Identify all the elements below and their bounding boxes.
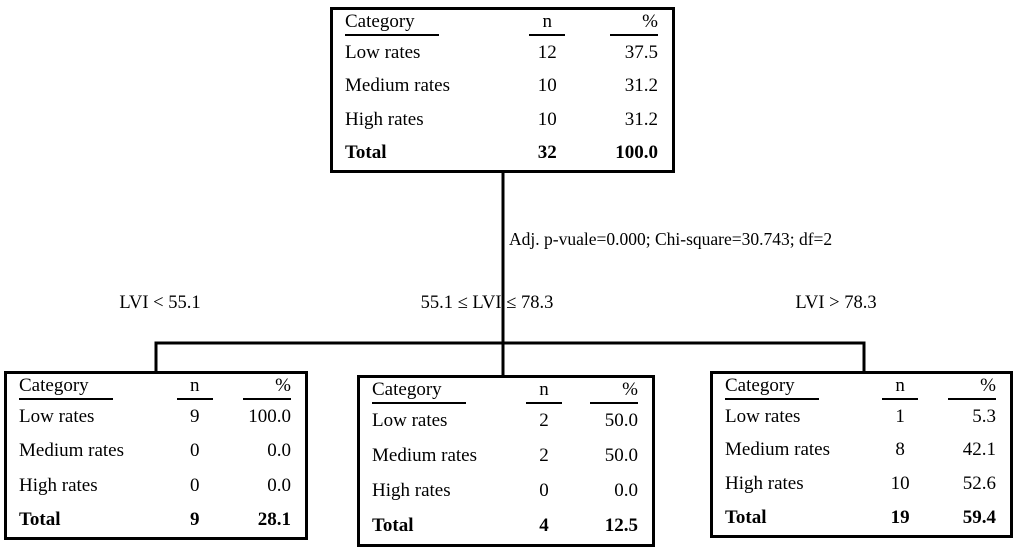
cell-n: 32 bbox=[537, 142, 557, 164]
cell-n: 2 bbox=[539, 410, 549, 432]
cell-n: 0 bbox=[190, 440, 200, 462]
table-row: Low rates 9 100.0 bbox=[7, 400, 305, 434]
cell-category: High rates bbox=[725, 473, 804, 495]
root-node-table: Category n % Low rates 12 37.5 Medium ra… bbox=[330, 7, 675, 173]
cell-category: High rates bbox=[19, 474, 98, 496]
column-header-percent: % bbox=[929, 374, 1010, 400]
column-header-n: n bbox=[166, 374, 224, 400]
cell-percent: 59.4 bbox=[962, 507, 996, 529]
cell-n: 12 bbox=[537, 41, 557, 63]
column-header-n: n bbox=[514, 10, 580, 36]
cell-percent: 52.6 bbox=[962, 473, 996, 495]
cell-n: 0 bbox=[539, 480, 549, 502]
column-header-category: Category bbox=[333, 10, 514, 36]
table-row: Medium rates 2 50.0 bbox=[360, 439, 652, 474]
table-row-total: Total 32 100.0 bbox=[333, 136, 672, 170]
cell-percent: 42.1 bbox=[962, 439, 996, 461]
cell-category: High rates bbox=[372, 480, 451, 502]
cell-category: Low rates bbox=[725, 405, 801, 427]
branch-label-lvi-medium: 55.1 ≤ LVI ≤ 78.3 bbox=[420, 293, 554, 313]
cell-n: 4 bbox=[539, 515, 549, 537]
column-header-n: n bbox=[872, 374, 929, 400]
cell-n: 10 bbox=[890, 473, 910, 495]
cell-percent: 100.0 bbox=[615, 142, 658, 164]
table-header-row: Category n % bbox=[360, 378, 652, 404]
cell-category: Medium rates bbox=[372, 445, 478, 467]
table-header-row: Category n % bbox=[7, 374, 305, 400]
table-row: Medium rates 8 42.1 bbox=[713, 434, 1010, 468]
cell-percent: 50.0 bbox=[604, 445, 638, 467]
table-row: High rates 0 0.0 bbox=[360, 474, 652, 509]
cell-total-label: Total bbox=[372, 515, 414, 537]
table-row: Medium rates 10 31.2 bbox=[333, 69, 672, 103]
split-statistics-label: Adj. p-vuale=0.000; Chi-square=30.743; d… bbox=[509, 229, 833, 249]
column-header-category: Category bbox=[360, 378, 516, 404]
cell-percent: 100.0 bbox=[248, 405, 291, 427]
column-header-percent: % bbox=[580, 10, 672, 36]
branch-label-lvi-high: LVI > 78.3 bbox=[795, 293, 877, 313]
table-header-row: Category n % bbox=[333, 10, 672, 36]
cell-n: 10 bbox=[537, 108, 557, 130]
cell-percent: 31.2 bbox=[624, 75, 658, 97]
table-row-total: Total 4 12.5 bbox=[360, 509, 652, 544]
cell-percent: 50.0 bbox=[604, 410, 638, 432]
table-row-total: Total 9 28.1 bbox=[7, 503, 305, 537]
cell-n: 10 bbox=[537, 75, 557, 97]
table-row: High rates 0 0.0 bbox=[7, 468, 305, 502]
cell-n: 1 bbox=[895, 405, 905, 427]
cell-category: Medium rates bbox=[345, 75, 451, 97]
table-header-row: Category n % bbox=[713, 374, 1010, 400]
column-header-category: Category bbox=[7, 374, 166, 400]
cell-total-label: Total bbox=[345, 142, 387, 164]
left-child-node-table: Category n % Low rates 9 100.0 Medium ra… bbox=[4, 371, 308, 540]
table-row-total: Total 19 59.4 bbox=[713, 501, 1010, 535]
table-row: Medium rates 0 0.0 bbox=[7, 434, 305, 468]
table-row: High rates 10 31.2 bbox=[333, 103, 672, 137]
cell-category: Low rates bbox=[372, 410, 448, 432]
cell-percent: 31.2 bbox=[624, 108, 658, 130]
cell-total-label: Total bbox=[19, 508, 61, 530]
column-header-category: Category bbox=[713, 374, 872, 400]
cell-category: Low rates bbox=[19, 405, 95, 427]
column-header-percent: % bbox=[572, 378, 652, 404]
cell-category: Medium rates bbox=[725, 439, 831, 461]
cell-category: Low rates bbox=[345, 41, 421, 63]
column-header-percent: % bbox=[224, 374, 305, 400]
cell-percent: 5.3 bbox=[972, 405, 996, 427]
cell-n: 2 bbox=[539, 445, 549, 467]
cell-percent: 28.1 bbox=[257, 508, 291, 530]
table-row: Low rates 12 37.5 bbox=[333, 36, 672, 70]
branch-label-lvi-low: LVI < 55.1 bbox=[119, 293, 201, 313]
cell-n: 0 bbox=[190, 474, 200, 496]
cell-n: 9 bbox=[190, 405, 200, 427]
table-row: High rates 10 52.6 bbox=[713, 467, 1010, 501]
cell-n: 8 bbox=[895, 439, 905, 461]
cell-percent: 0.0 bbox=[267, 440, 291, 462]
cell-category: High rates bbox=[345, 108, 424, 130]
middle-child-node-table: Category n % Low rates 2 50.0 Medium rat… bbox=[357, 375, 655, 547]
cell-n: 19 bbox=[890, 507, 910, 529]
table-row: Low rates 1 5.3 bbox=[713, 400, 1010, 434]
cell-category: Medium rates bbox=[19, 440, 125, 462]
cell-total-label: Total bbox=[725, 507, 767, 529]
column-header-n: n bbox=[516, 378, 572, 404]
cell-percent: 37.5 bbox=[624, 41, 658, 63]
cell-percent: 0.0 bbox=[614, 480, 638, 502]
table-row: Low rates 2 50.0 bbox=[360, 404, 652, 439]
cell-percent: 12.5 bbox=[604, 515, 638, 537]
cell-percent: 0.0 bbox=[267, 474, 291, 496]
cell-n: 9 bbox=[190, 508, 200, 530]
right-child-node-table: Category n % Low rates 1 5.3 Medium rate… bbox=[710, 371, 1013, 538]
